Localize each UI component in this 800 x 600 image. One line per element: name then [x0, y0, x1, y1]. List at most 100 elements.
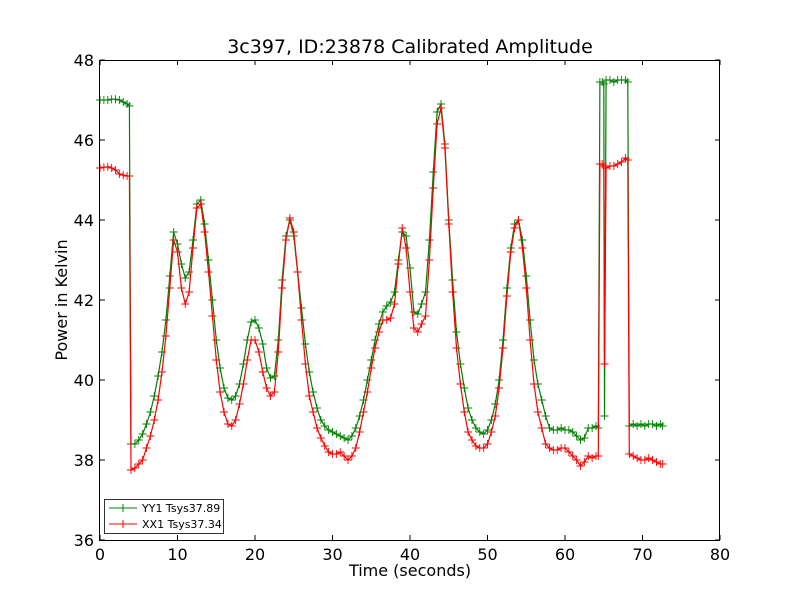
legend-label-xx1: XX1 Tsys37.34: [142, 518, 222, 531]
data-point: [371, 344, 380, 352]
data-point: [111, 166, 120, 174]
data-point: [274, 336, 283, 344]
data-point: [204, 268, 213, 276]
data-point: [285, 214, 294, 222]
data-point: [220, 408, 228, 416]
data-point: [584, 452, 593, 460]
data-point: [402, 244, 411, 252]
data-point: [220, 384, 228, 392]
x-tick-label: 20: [245, 545, 265, 564]
data-point: [658, 460, 667, 468]
y-tick-label: 44: [74, 211, 94, 230]
data-point: [347, 432, 356, 440]
data-point: [522, 272, 531, 280]
data-point: [382, 302, 391, 310]
data-point: [227, 396, 236, 404]
data-point: [181, 300, 190, 308]
data-point: [200, 228, 209, 236]
data-point: [223, 394, 232, 402]
data-point: [522, 284, 531, 292]
data-point: [526, 316, 535, 324]
data-point: [553, 426, 562, 434]
data-point: [351, 424, 360, 432]
data-point: [580, 434, 589, 442]
data-point: [367, 356, 376, 364]
data-point: [468, 416, 476, 424]
data-point: [316, 416, 325, 424]
data-point: [479, 444, 488, 452]
data-point: [421, 312, 430, 320]
data-point: [363, 388, 372, 396]
data-point: [336, 432, 345, 440]
data-point: [231, 392, 240, 400]
data-point: [636, 420, 645, 428]
data-point: [262, 364, 271, 372]
data-point: [146, 408, 155, 416]
data-point: [146, 432, 155, 440]
legend: YY1 Tsys37.89 XX1 Tsys37.34: [104, 499, 224, 534]
data-point: [347, 452, 356, 460]
data-point: [561, 444, 569, 452]
data-point: [204, 256, 213, 264]
data-point: [111, 95, 120, 104]
data-point: [609, 78, 618, 86]
legend-marker-yy1: [119, 504, 127, 512]
data-point: [351, 444, 360, 452]
data-point: [471, 442, 480, 450]
data-point: [460, 384, 469, 392]
data-point: [452, 328, 461, 336]
data-point: [658, 422, 667, 430]
data-point: [533, 408, 542, 416]
data-point: [382, 316, 391, 324]
data-point: [425, 236, 434, 244]
data-point: [564, 448, 573, 456]
data-point: [336, 448, 345, 456]
data-point: [324, 426, 333, 434]
data-point: [468, 436, 476, 444]
data-point: [293, 268, 302, 276]
data-point: [518, 236, 527, 244]
data-point: [633, 454, 642, 462]
data-point: [644, 454, 653, 462]
data-point: [189, 244, 197, 252]
x-tick-label: 80: [710, 545, 730, 564]
data-point: [514, 216, 523, 224]
data-point: [344, 456, 352, 464]
data-point: [192, 204, 201, 212]
data-point: [138, 456, 147, 464]
legend-entry-yy1: YY1 Tsys37.89: [109, 502, 220, 515]
data-point: [119, 98, 128, 106]
data-point: [394, 260, 403, 268]
data-point: [429, 168, 438, 176]
legend-box: [104, 499, 224, 534]
data-point: [301, 340, 310, 348]
data-point: [421, 288, 430, 296]
chart-title: 3c397, ID:23878 Calibrated Amplitude: [227, 36, 593, 58]
data-point: [471, 424, 480, 432]
data-point: [235, 400, 244, 408]
x-tick-label: 50: [477, 545, 497, 564]
data-point: [251, 316, 259, 324]
y-tick-label: 38: [74, 451, 94, 470]
data-point: [258, 340, 267, 348]
data-point: [200, 220, 209, 228]
data-point: [437, 104, 445, 112]
data-point: [150, 416, 159, 424]
data-point: [425, 256, 434, 264]
data-point: [417, 300, 426, 308]
data-point: [537, 396, 546, 404]
data-point: [510, 224, 519, 232]
data-point: [154, 396, 163, 404]
data-point: [115, 170, 124, 178]
data-point: [103, 96, 112, 104]
data-point: [332, 430, 341, 438]
data-point: [344, 436, 352, 444]
data-point: [613, 160, 622, 168]
legend-entry-xx1: XX1 Tsys37.34: [109, 518, 222, 531]
data-point: [588, 454, 597, 462]
data-point: [115, 96, 124, 104]
data-point: [328, 428, 337, 436]
data-point: [309, 408, 318, 416]
data-point: [545, 424, 554, 432]
y-tick-label: 36: [74, 531, 94, 550]
